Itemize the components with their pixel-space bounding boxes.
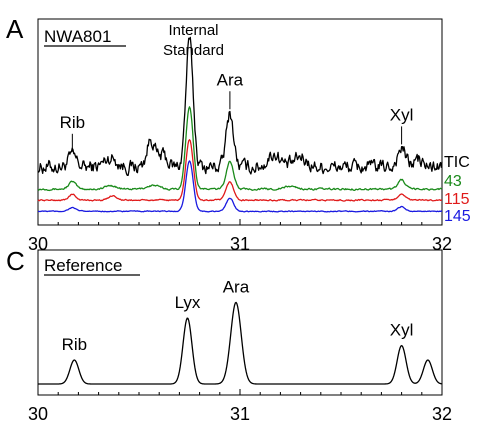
panel-a-letter: A bbox=[6, 14, 24, 44]
trace-label-43: 43 bbox=[444, 173, 462, 190]
trace-label-tic: TIC bbox=[444, 154, 470, 171]
panel-a-x-tick-label: 30 bbox=[28, 234, 48, 254]
panel-a-trace-115 bbox=[37, 139, 443, 202]
panel-c-letter: C bbox=[6, 246, 25, 276]
panel-c-trace-reference bbox=[38, 301, 443, 385]
panel-a-x-tick-label: 32 bbox=[432, 234, 452, 254]
panel-c-x-tick-label: 31 bbox=[230, 404, 250, 424]
panel-c-x-tick-label: 32 bbox=[432, 404, 452, 424]
peak-label-rib: Rib bbox=[62, 335, 88, 354]
panel-c-x-axis: 30 31 32 bbox=[28, 389, 452, 424]
panel-a-traces bbox=[37, 36, 443, 213]
trace-label-145: 145 bbox=[444, 208, 471, 225]
panel-c-annotations: Rib Lyx Ara Xyl bbox=[62, 277, 414, 354]
panel-c-title: Reference bbox=[44, 256, 122, 275]
panel-a-annotations: Rib Ara Xyl Internal Standard bbox=[60, 22, 414, 152]
internal-standard-label-line1: Internal bbox=[168, 22, 218, 39]
trace-label-115: 115 bbox=[444, 191, 470, 208]
panel-a-title: NWA801 bbox=[44, 27, 111, 46]
peak-label-xyl: Xyl bbox=[390, 321, 414, 340]
panel-a-x-tick-label: 31 bbox=[230, 234, 250, 254]
panel-a: A NWA801 Rib Ara Xyl Internal Standard TIC 43… bbox=[6, 14, 471, 254]
peak-label-rib: Rib bbox=[60, 113, 86, 132]
panel-c: C Reference Rib Lyx Ara Xyl 30 31 32 bbox=[6, 246, 452, 424]
panel-a-x-axis: 30 31 32 bbox=[28, 219, 452, 254]
peak-label-xyl: Xyl bbox=[390, 105, 414, 124]
panel-a-trace-43 bbox=[37, 106, 443, 192]
internal-standard-label-line2: Standard bbox=[163, 42, 224, 59]
panel-c-traces bbox=[38, 301, 443, 385]
panel-c-x-tick-label: 30 bbox=[28, 404, 48, 424]
panel-a-trace-tic bbox=[37, 36, 443, 177]
panel-a-plot-frame bbox=[37, 18, 443, 226]
peak-label-lyx: Lyx bbox=[175, 293, 201, 312]
peak-label-ara: Ara bbox=[217, 70, 244, 89]
peak-label-ara: Ara bbox=[223, 277, 250, 296]
panel-a-trace-145 bbox=[37, 160, 443, 213]
